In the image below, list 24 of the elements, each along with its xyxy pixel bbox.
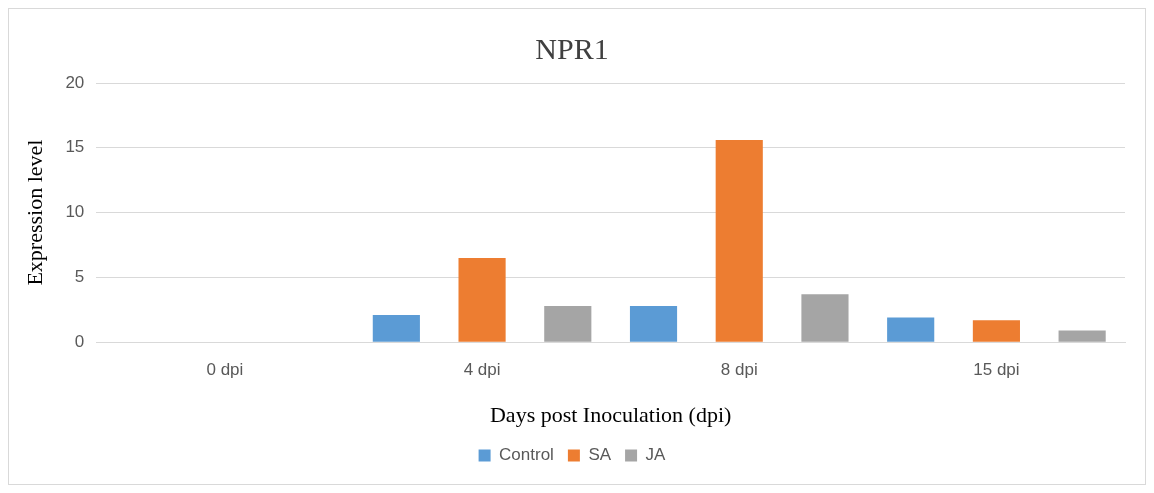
x-tick-label: 15 dpi (973, 360, 1020, 380)
x-tick-label: 8 dpi (720, 360, 758, 380)
bar (715, 140, 763, 342)
bar (801, 294, 849, 342)
y-tick-label: 15 (65, 137, 85, 157)
legend-label: JA (645, 445, 667, 465)
legend-label: SA (588, 445, 612, 465)
bar (887, 317, 935, 342)
bar (372, 314, 420, 342)
bar (972, 320, 1020, 342)
chart-title: NPR1 (535, 31, 609, 65)
bar (1058, 330, 1106, 342)
x-tick-label: 0 dpi (206, 360, 244, 380)
x-axis-title: Days post Inoculation (dpi) (489, 401, 732, 427)
legend-label: Control (499, 445, 554, 465)
y-tick-label: 20 (65, 72, 85, 92)
bar (458, 257, 506, 342)
y-tick-label: 10 (65, 202, 85, 222)
y-tick-label: 0 (74, 331, 85, 351)
y-tick-label: 5 (74, 267, 85, 287)
bar (544, 305, 592, 342)
bar (629, 305, 678, 342)
y-axis-title: Expression level (21, 139, 47, 286)
x-tick-label: 4 dpi (463, 360, 501, 380)
